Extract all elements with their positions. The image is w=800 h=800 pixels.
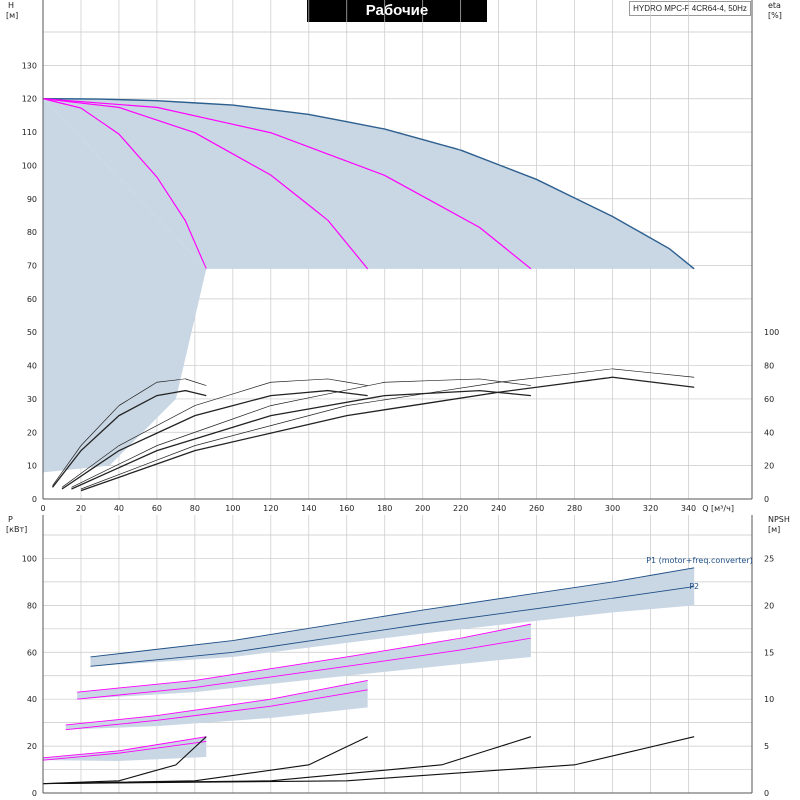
q-tick-label: 280	[567, 504, 582, 513]
efficiency-curve	[71, 389, 531, 490]
h-tick-label: 120	[22, 95, 37, 104]
pump-curve-reduced	[42, 98, 532, 270]
npsh-axis-unit: [м]	[768, 525, 780, 534]
pump-curve-reduced	[42, 98, 369, 270]
q-tick-label: 20	[76, 504, 86, 513]
efficiency-curve	[52, 378, 207, 486]
eta-axis-unit: [%]	[768, 11, 782, 20]
q-tick-label: 120	[263, 504, 278, 513]
chart-title: Рабочие характеристики	[307, 0, 487, 41]
h-tick-label: 40	[27, 362, 37, 371]
operating-envelope-low	[43, 98, 207, 473]
h-tick-label: 0	[32, 495, 37, 504]
p-tick-label: 60	[27, 648, 37, 657]
q-tick-label: 60	[152, 504, 162, 513]
p2-curve	[90, 586, 695, 667]
axes	[42, 0, 753, 794]
eta-tick-label: 0	[764, 495, 769, 504]
h-tick-label: 30	[27, 395, 37, 404]
p-tick-label: 80	[27, 601, 37, 610]
q-tick-label: 0	[40, 504, 45, 513]
eta-tick-label: 100	[764, 328, 779, 337]
p-axis-label: P	[8, 515, 13, 524]
q-tick-label: 320	[643, 504, 658, 513]
eta-tick-label: 20	[764, 462, 774, 471]
eta-axis-label: eta	[768, 1, 781, 10]
pump-curve-reduced	[42, 98, 207, 270]
npsh-tick-label: 25	[764, 554, 774, 563]
power-curve	[77, 623, 532, 693]
h-tick-label: 70	[27, 262, 37, 271]
q-tick-label: 340	[681, 504, 696, 513]
pump-curve-max	[42, 98, 695, 270]
npsh-tick-label: 15	[764, 648, 774, 657]
power-curve	[65, 679, 368, 726]
q-axis-label: Q [м³/ч]	[702, 504, 734, 513]
q-tick-label: 220	[453, 504, 468, 513]
p2-series-label: P2	[689, 582, 699, 591]
q-tick-label: 200	[415, 504, 430, 513]
p-tick-label: 40	[27, 695, 37, 704]
npsh-tick-label: 10	[764, 695, 774, 704]
q-tick-label: 180	[377, 504, 392, 513]
q-tick-label: 100	[225, 504, 240, 513]
efficiency-curve	[80, 376, 695, 492]
model-label: HYDRO MPC-F 4CR64-4, 50Hz	[629, 1, 751, 16]
h-tick-label: 50	[27, 328, 37, 337]
q-tick-label: 160	[339, 504, 354, 513]
eta-tick-label: 60	[764, 395, 774, 404]
h-tick-label: 100	[22, 161, 37, 170]
curves	[42, 98, 695, 785]
h-tick-label: 90	[27, 195, 37, 204]
p1-curve	[90, 567, 695, 658]
efficiency-curve	[61, 389, 368, 490]
p-tick-label: 100	[22, 554, 37, 563]
npsh-axis-label: NPSH	[768, 515, 790, 524]
q-tick-label: 140	[301, 504, 316, 513]
h-axis-label: H	[8, 1, 14, 10]
efficiency-curve	[71, 378, 531, 488]
h-tick-label: 10	[27, 462, 37, 471]
eta-tick-label: 80	[764, 362, 774, 371]
efficiency-curve	[80, 368, 695, 490]
npsh-tick-label: 5	[764, 742, 769, 751]
h-tick-label: 80	[27, 228, 37, 237]
h-tick-label: 130	[22, 61, 37, 70]
q-tick-label: 80	[190, 504, 200, 513]
h-tick-label: 60	[27, 295, 37, 304]
p-tick-label: 20	[27, 742, 37, 751]
p1-series-label: P1 (motor+freq.converter)	[646, 556, 753, 565]
p-tick-label: 0	[32, 789, 37, 798]
power-curve	[42, 740, 207, 761]
axis-labels: 0102030405060708090100110120130020406080…	[6, 1, 790, 798]
power-curve	[42, 736, 207, 759]
efficiency-curve	[61, 378, 368, 488]
q-tick-label: 40	[114, 504, 124, 513]
power-curve	[77, 637, 532, 700]
p-axis-unit: [кВт]	[6, 525, 27, 534]
h-axis-unit: [м]	[6, 11, 18, 20]
operating-envelope	[43, 98, 695, 269]
q-tick-label: 300	[605, 504, 620, 513]
power-band	[43, 736, 207, 761]
npsh-tick-label: 0	[764, 789, 769, 798]
npsh-curve	[42, 736, 207, 785]
power-curve	[65, 689, 368, 731]
npsh-curve	[42, 736, 695, 785]
eta-tick-label: 40	[764, 428, 774, 437]
efficiency-curve	[51, 389, 207, 488]
power-band	[77, 624, 531, 700]
h-tick-label: 110	[22, 128, 37, 137]
npsh-tick-label: 20	[764, 601, 774, 610]
h-tick-label: 20	[27, 428, 37, 437]
q-tick-label: 240	[491, 504, 506, 513]
q-tick-label: 260	[529, 504, 544, 513]
